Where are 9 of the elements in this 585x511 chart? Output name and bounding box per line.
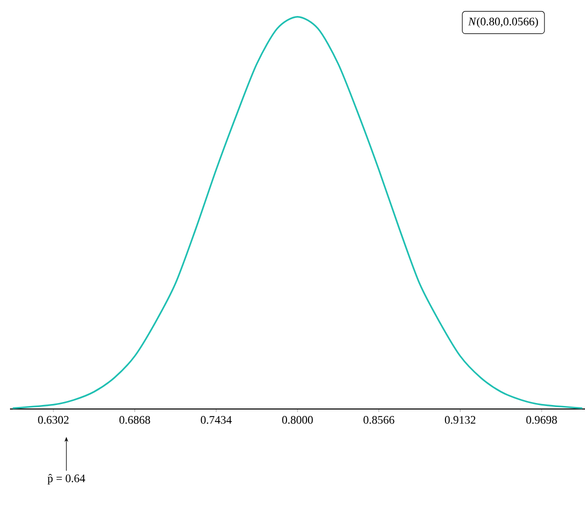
x-tick-label: 0.8566 — [364, 416, 394, 424]
x-tick-label: 0.7434 — [200, 416, 232, 424]
x-tick-label: 0.6868 — [119, 416, 150, 424]
x-tick-label: 0.9698 — [526, 416, 557, 424]
x-tick-label: 0.6302 — [38, 416, 69, 424]
x-tick-label: 0.9132 — [444, 416, 476, 424]
text: p̂ = 0.64 — [48, 474, 86, 485]
x-tick-label: 0.8000 — [282, 416, 313, 424]
annotation: N(0.80,0.0566) — [468, 17, 538, 28]
